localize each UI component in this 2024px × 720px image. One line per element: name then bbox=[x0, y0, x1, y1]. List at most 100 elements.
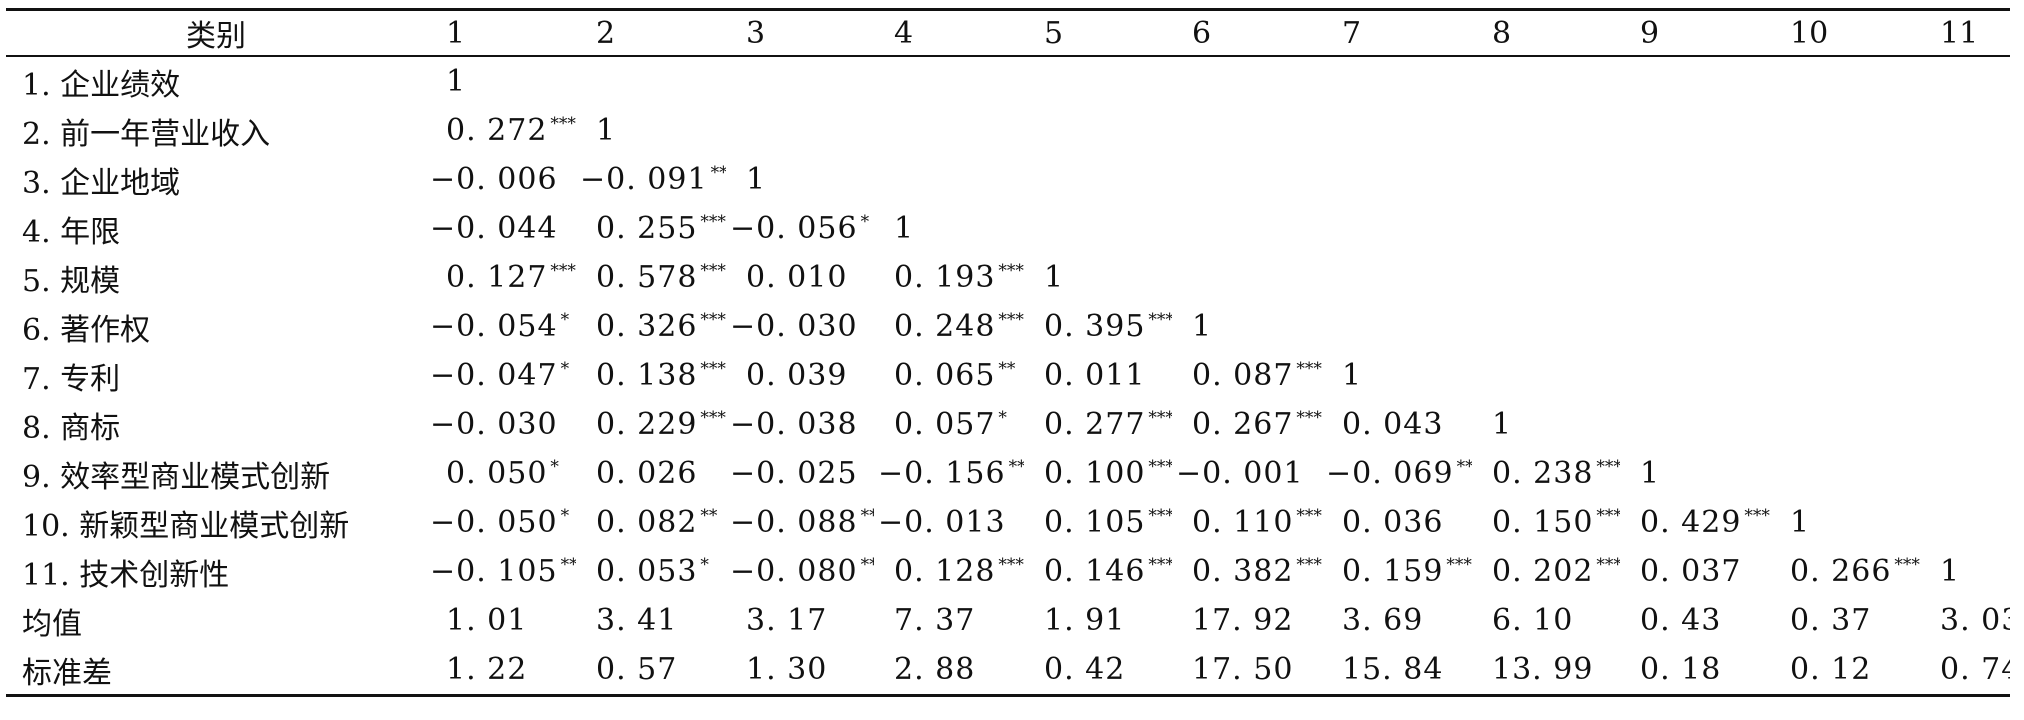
header-category: 类别 bbox=[186, 19, 246, 54]
table-cell: 0. 18 bbox=[1620, 645, 1770, 696]
cell-value: 0. 053 bbox=[596, 554, 698, 589]
row-label: 均值 bbox=[22, 606, 82, 642]
table-cell: 0. 395 *** bbox=[1024, 302, 1172, 351]
table-cell bbox=[1770, 106, 1920, 155]
table-cell bbox=[1322, 56, 1472, 106]
cell-value: −0. 001 bbox=[1176, 456, 1304, 491]
cell-value: 0. 429 bbox=[1640, 505, 1742, 540]
table-cell: 0. 43 bbox=[1620, 596, 1770, 645]
table-cell: 0. 42 bbox=[1024, 645, 1172, 696]
table-cell: 0. 053 * bbox=[576, 547, 726, 596]
cell-value: 1 bbox=[1790, 505, 1811, 540]
cell-value: 3. 41 bbox=[596, 603, 678, 638]
table-cell: 7. 37 bbox=[874, 596, 1024, 645]
cell-value: −0. 054 bbox=[430, 309, 558, 344]
table-cell: 3. 03 bbox=[1920, 596, 2010, 645]
table-cell: 3. 17 bbox=[726, 596, 874, 645]
table-cell: −0. 001 bbox=[1172, 449, 1322, 498]
significance-marker: *** bbox=[1296, 506, 1322, 526]
significance-marker: *** bbox=[1148, 408, 1172, 428]
cell-value: −0. 030 bbox=[430, 407, 558, 442]
table-cell bbox=[726, 56, 874, 106]
table-cell: 0. 202 *** bbox=[1472, 547, 1620, 596]
table-cell bbox=[1770, 400, 1920, 449]
cell-value: 1. 30 bbox=[746, 652, 828, 687]
table-cell: 0. 037 bbox=[1620, 547, 1770, 596]
table-cell: −0. 030 bbox=[726, 302, 874, 351]
significance-marker: *** bbox=[710, 163, 726, 183]
cell-value: 0. 150 bbox=[1492, 505, 1594, 540]
significance-marker: ** bbox=[1456, 457, 1472, 477]
table-cell: 17. 50 bbox=[1172, 645, 1322, 696]
cell-value: 0. 255 bbox=[596, 211, 698, 246]
header-col-5: 5 bbox=[1024, 10, 1172, 57]
table-cell bbox=[1322, 106, 1472, 155]
table-cell bbox=[1024, 56, 1172, 106]
table-cell: 1 bbox=[1024, 253, 1172, 302]
significance-marker: *** bbox=[1296, 359, 1322, 379]
header-col-11: 11 bbox=[1920, 10, 2010, 57]
cell-value: 0. 010 bbox=[746, 260, 848, 295]
table-cell: 0. 326 *** bbox=[576, 302, 726, 351]
table-row: 7. 专利 −0. 047 * 0. 138 *** 0. 039 0. 065 ** 0. 0… bbox=[6, 351, 2010, 400]
table-cell bbox=[1770, 155, 1920, 204]
cell-value: 0. 057 bbox=[894, 407, 996, 442]
table-cell: 1. 22 bbox=[426, 645, 576, 696]
header-col-6-label: 6 bbox=[1192, 15, 1212, 51]
cell-value: −0. 088 bbox=[730, 505, 858, 540]
significance-marker: *** bbox=[1894, 555, 1920, 575]
cell-value: 0. 193 bbox=[894, 260, 996, 295]
table-cell: 6. 10 bbox=[1472, 596, 1620, 645]
cell-value: 0. 272 bbox=[446, 113, 548, 148]
table-cell bbox=[1770, 204, 1920, 253]
table-cell: 1 bbox=[1920, 547, 2010, 596]
cell-value: 6. 10 bbox=[1492, 603, 1574, 638]
table-cell: 0. 146 *** bbox=[1024, 547, 1172, 596]
cell-value: 0. 277 bbox=[1044, 407, 1146, 442]
table-cell: 0. 578 *** bbox=[576, 253, 726, 302]
header-col-7: 7 bbox=[1322, 10, 1472, 57]
significance-marker: *** bbox=[550, 114, 576, 134]
table-cell: 1 bbox=[576, 106, 726, 155]
significance-marker: *** bbox=[998, 310, 1024, 330]
significance-marker: * bbox=[560, 506, 570, 526]
cell-value: 1 bbox=[446, 64, 467, 99]
cell-value: 13. 99 bbox=[1492, 652, 1594, 687]
header-col-3-label: 3 bbox=[746, 15, 766, 51]
table-row: 8. 商标 −0. 030 0. 229 *** −0. 038 0. 057 * 0. 27… bbox=[6, 400, 2010, 449]
cell-value: 0. 050 bbox=[446, 456, 548, 491]
table-cell bbox=[1620, 253, 1770, 302]
table-cell bbox=[1920, 155, 2010, 204]
table-cell bbox=[1920, 204, 2010, 253]
cell-value: 3. 69 bbox=[1342, 603, 1424, 638]
table-cell bbox=[1172, 253, 1322, 302]
cell-value: 17. 50 bbox=[1192, 652, 1294, 687]
cell-value: 0. 146 bbox=[1044, 554, 1146, 589]
cell-value: 1. 22 bbox=[446, 652, 528, 687]
table-cell bbox=[1472, 253, 1620, 302]
table-cell bbox=[1472, 106, 1620, 155]
significance-marker: *** bbox=[1446, 555, 1472, 575]
table-cell: 1. 91 bbox=[1024, 596, 1172, 645]
cell-value: −0. 047 bbox=[430, 358, 558, 393]
significance-marker: *** bbox=[1296, 555, 1322, 575]
table-cell: −0. 156*** bbox=[874, 449, 1024, 498]
cell-value: 0. 065 bbox=[894, 358, 996, 393]
table-cell: −0. 038 bbox=[726, 400, 874, 449]
header-row: 类别 1 2 3 4 5 6 7 8 9 10 11 bbox=[6, 9, 2010, 57]
cell-value: −0. 044 bbox=[430, 211, 558, 246]
cell-value: 1 bbox=[746, 162, 767, 197]
table-cell: 1 bbox=[1472, 400, 1620, 449]
significance-marker: *** bbox=[1596, 457, 1620, 477]
cell-value: 0. 100 bbox=[1044, 456, 1146, 491]
table-cell bbox=[1472, 302, 1620, 351]
table-cell bbox=[1620, 351, 1770, 400]
table-cell: −0. 030 bbox=[426, 400, 576, 449]
table-cell bbox=[1620, 204, 1770, 253]
table-cell: 0. 065 ** bbox=[874, 351, 1024, 400]
table-cell: 1 bbox=[426, 56, 576, 106]
cell-value: −0. 091 bbox=[580, 162, 708, 197]
cell-value: 17. 92 bbox=[1192, 603, 1294, 638]
cell-value: 1 bbox=[1342, 358, 1363, 393]
cell-value: 0. 138 bbox=[596, 358, 698, 393]
